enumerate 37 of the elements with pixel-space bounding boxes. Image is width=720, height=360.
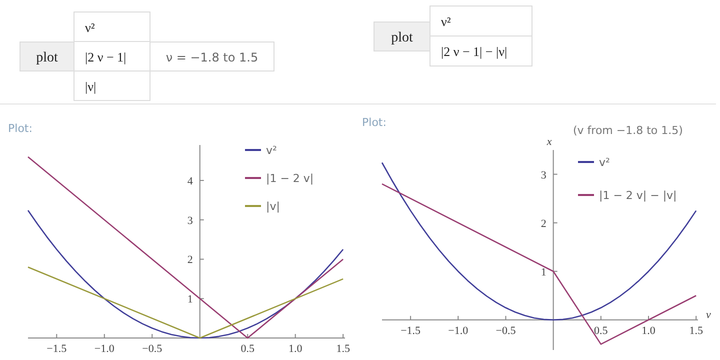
legend-label: v² bbox=[599, 156, 610, 169]
y-tick-label: 3 bbox=[187, 214, 194, 227]
x-axis-title: v bbox=[706, 308, 711, 321]
text: plot bbox=[391, 30, 413, 46]
text: |ν| bbox=[85, 78, 96, 94]
x-tick-label: −1.5 bbox=[46, 343, 68, 355]
legend-label: |1 − 2 v| − |v| bbox=[599, 189, 677, 202]
x-tick-label: 1.5 bbox=[689, 324, 704, 337]
text: ν² bbox=[85, 20, 95, 35]
x-tick-label: −0.5 bbox=[142, 343, 163, 355]
y-tick-label: 4 bbox=[187, 175, 194, 188]
x-tick-label: −1.0 bbox=[94, 343, 115, 355]
y-axis-title: x bbox=[546, 136, 552, 148]
y-tick-label: 3 bbox=[540, 169, 547, 182]
x-tick-label: 1.0 bbox=[288, 343, 303, 355]
x-tick-label: 0.5 bbox=[594, 324, 608, 337]
x-tick-label: 1.5 bbox=[336, 343, 350, 355]
y-tick-label: 1 bbox=[187, 294, 193, 306]
text: |2 ν − 1| − |ν| bbox=[441, 44, 508, 59]
y-tick-label: 1 bbox=[540, 266, 546, 278]
x-tick-label: −1.0 bbox=[448, 324, 469, 337]
y-tick-label: 2 bbox=[540, 218, 546, 230]
legend-label: |1 − 2 v| bbox=[266, 172, 314, 185]
text: ν = −1.8 to 1.5 bbox=[166, 50, 258, 64]
text: ν² bbox=[441, 14, 451, 29]
chart-title: Plot: bbox=[362, 116, 386, 129]
x-tick-label: 1.0 bbox=[642, 324, 656, 337]
legend-label: v² bbox=[266, 144, 277, 157]
chart-title: Plot: bbox=[8, 122, 32, 135]
y-tick-label: 2 bbox=[187, 254, 193, 266]
x-tick-label: −1.5 bbox=[400, 324, 422, 337]
text: (v from −1.8 to 1.5) bbox=[573, 124, 683, 137]
text: |2 ν − 1| bbox=[85, 49, 126, 64]
x-tick-label: −0.5 bbox=[496, 324, 516, 337]
legend-label: |v| bbox=[266, 200, 280, 213]
x-tick-label: 0.5 bbox=[240, 343, 255, 355]
text: plot bbox=[36, 50, 58, 66]
